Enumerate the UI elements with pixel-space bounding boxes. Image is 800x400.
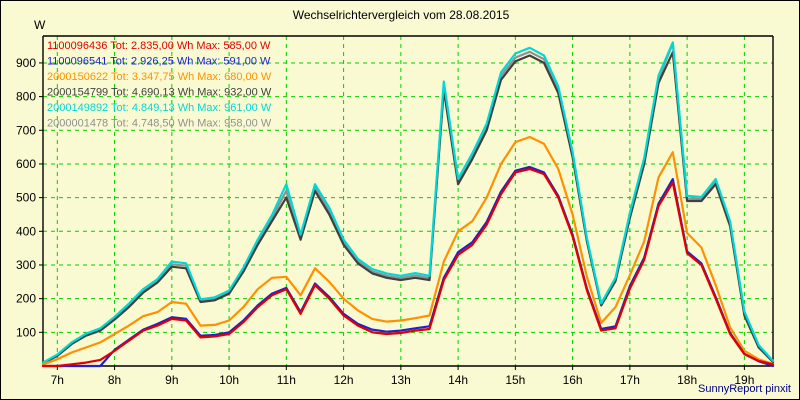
x-tick-label: 15h (505, 373, 525, 387)
legend-entry: 2000001478 Tot: 4.748,50 Wh Max: 958,00 … (47, 118, 272, 130)
x-tick-label: 12h (334, 373, 354, 387)
y-tick-label: 500 (16, 191, 36, 205)
watermark-label: SunnyReport pinxit (698, 383, 791, 395)
axes-group (39, 35, 774, 370)
x-tick-label: 18h (677, 373, 697, 387)
legend-entry: 2000149892 Tot: 4.849,13 Wh Max: 961,00 … (47, 102, 272, 114)
x-tick-label: 8h (108, 373, 121, 387)
x-tick-label: 7h (51, 373, 64, 387)
y-tick-label: 200 (16, 292, 36, 306)
y-tick-label: 600 (16, 157, 36, 171)
x-tick-label: 10h (219, 373, 239, 387)
data-series-group (41, 41, 775, 368)
x-tick-label: 19h (734, 373, 754, 387)
x-tick-label: 13h (391, 373, 411, 387)
x-tick-label: 9h (165, 373, 178, 387)
x-tick-label: 17h (620, 373, 640, 387)
legend-entry: 2000154799 Tot: 4.690,13 Wh Max: 932,00 … (47, 87, 272, 99)
y-axis-unit-label: W (34, 18, 46, 32)
y-tick-label: 100 (16, 325, 36, 339)
x-tick-labels-group: 7h 8h 9h 10h 11h 12h 13h 14h 15h 16h 17h 18h 19h (51, 373, 755, 387)
y-tick-label: 900 (16, 56, 36, 70)
y-tick-label: 700 (16, 123, 36, 137)
series-line-2000154799 (41, 51, 775, 365)
y-tick-labels-group: 100 200 300 400 500 600 700 800 900 (16, 56, 36, 339)
y-tick-label: 800 (16, 90, 36, 104)
y-tick-label: 300 (16, 258, 36, 272)
series-line-1100096436 (41, 167, 775, 368)
x-tick-label: 14h (448, 373, 468, 387)
gridlines-group (43, 36, 773, 366)
page-title: Wechselrichtervergleich vom 28.08.2015 (292, 8, 510, 22)
y-tick-label: 400 (16, 224, 36, 238)
series-line-2000149892 (41, 41, 775, 364)
legend-entry: 1100096541 Tot: 2.926,25 Wh Max: 591,00 … (47, 56, 271, 68)
series-line-2000150622 (41, 135, 775, 366)
x-tick-label: 11h (277, 373, 296, 387)
x-tick-label: 16h (563, 373, 583, 387)
legend-entry: 2000150622 Tot: 3.347,75 Wh Max: 680,00 … (47, 71, 272, 83)
legend-entry: 1100096436 Tot: 2.835,00 Wh Max: 585,00 … (47, 40, 271, 52)
chart-legend: 1100096436 Tot: 2.835,00 Wh Max: 585,00 … (47, 40, 272, 130)
